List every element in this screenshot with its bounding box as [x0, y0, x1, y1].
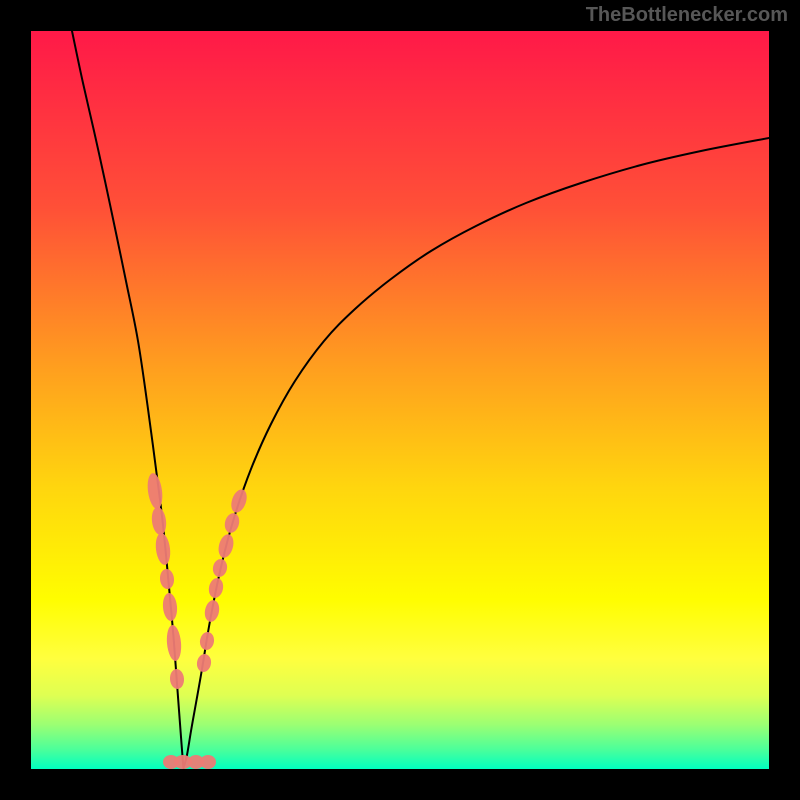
chart-frame: TheBottlenecker.com [0, 0, 800, 800]
gradient-background [31, 31, 769, 769]
watermark-text: TheBottlenecker.com [586, 4, 788, 27]
plot-area [31, 31, 769, 769]
marker-bottom-3 [200, 755, 216, 769]
bottleneck-chart [31, 31, 769, 769]
